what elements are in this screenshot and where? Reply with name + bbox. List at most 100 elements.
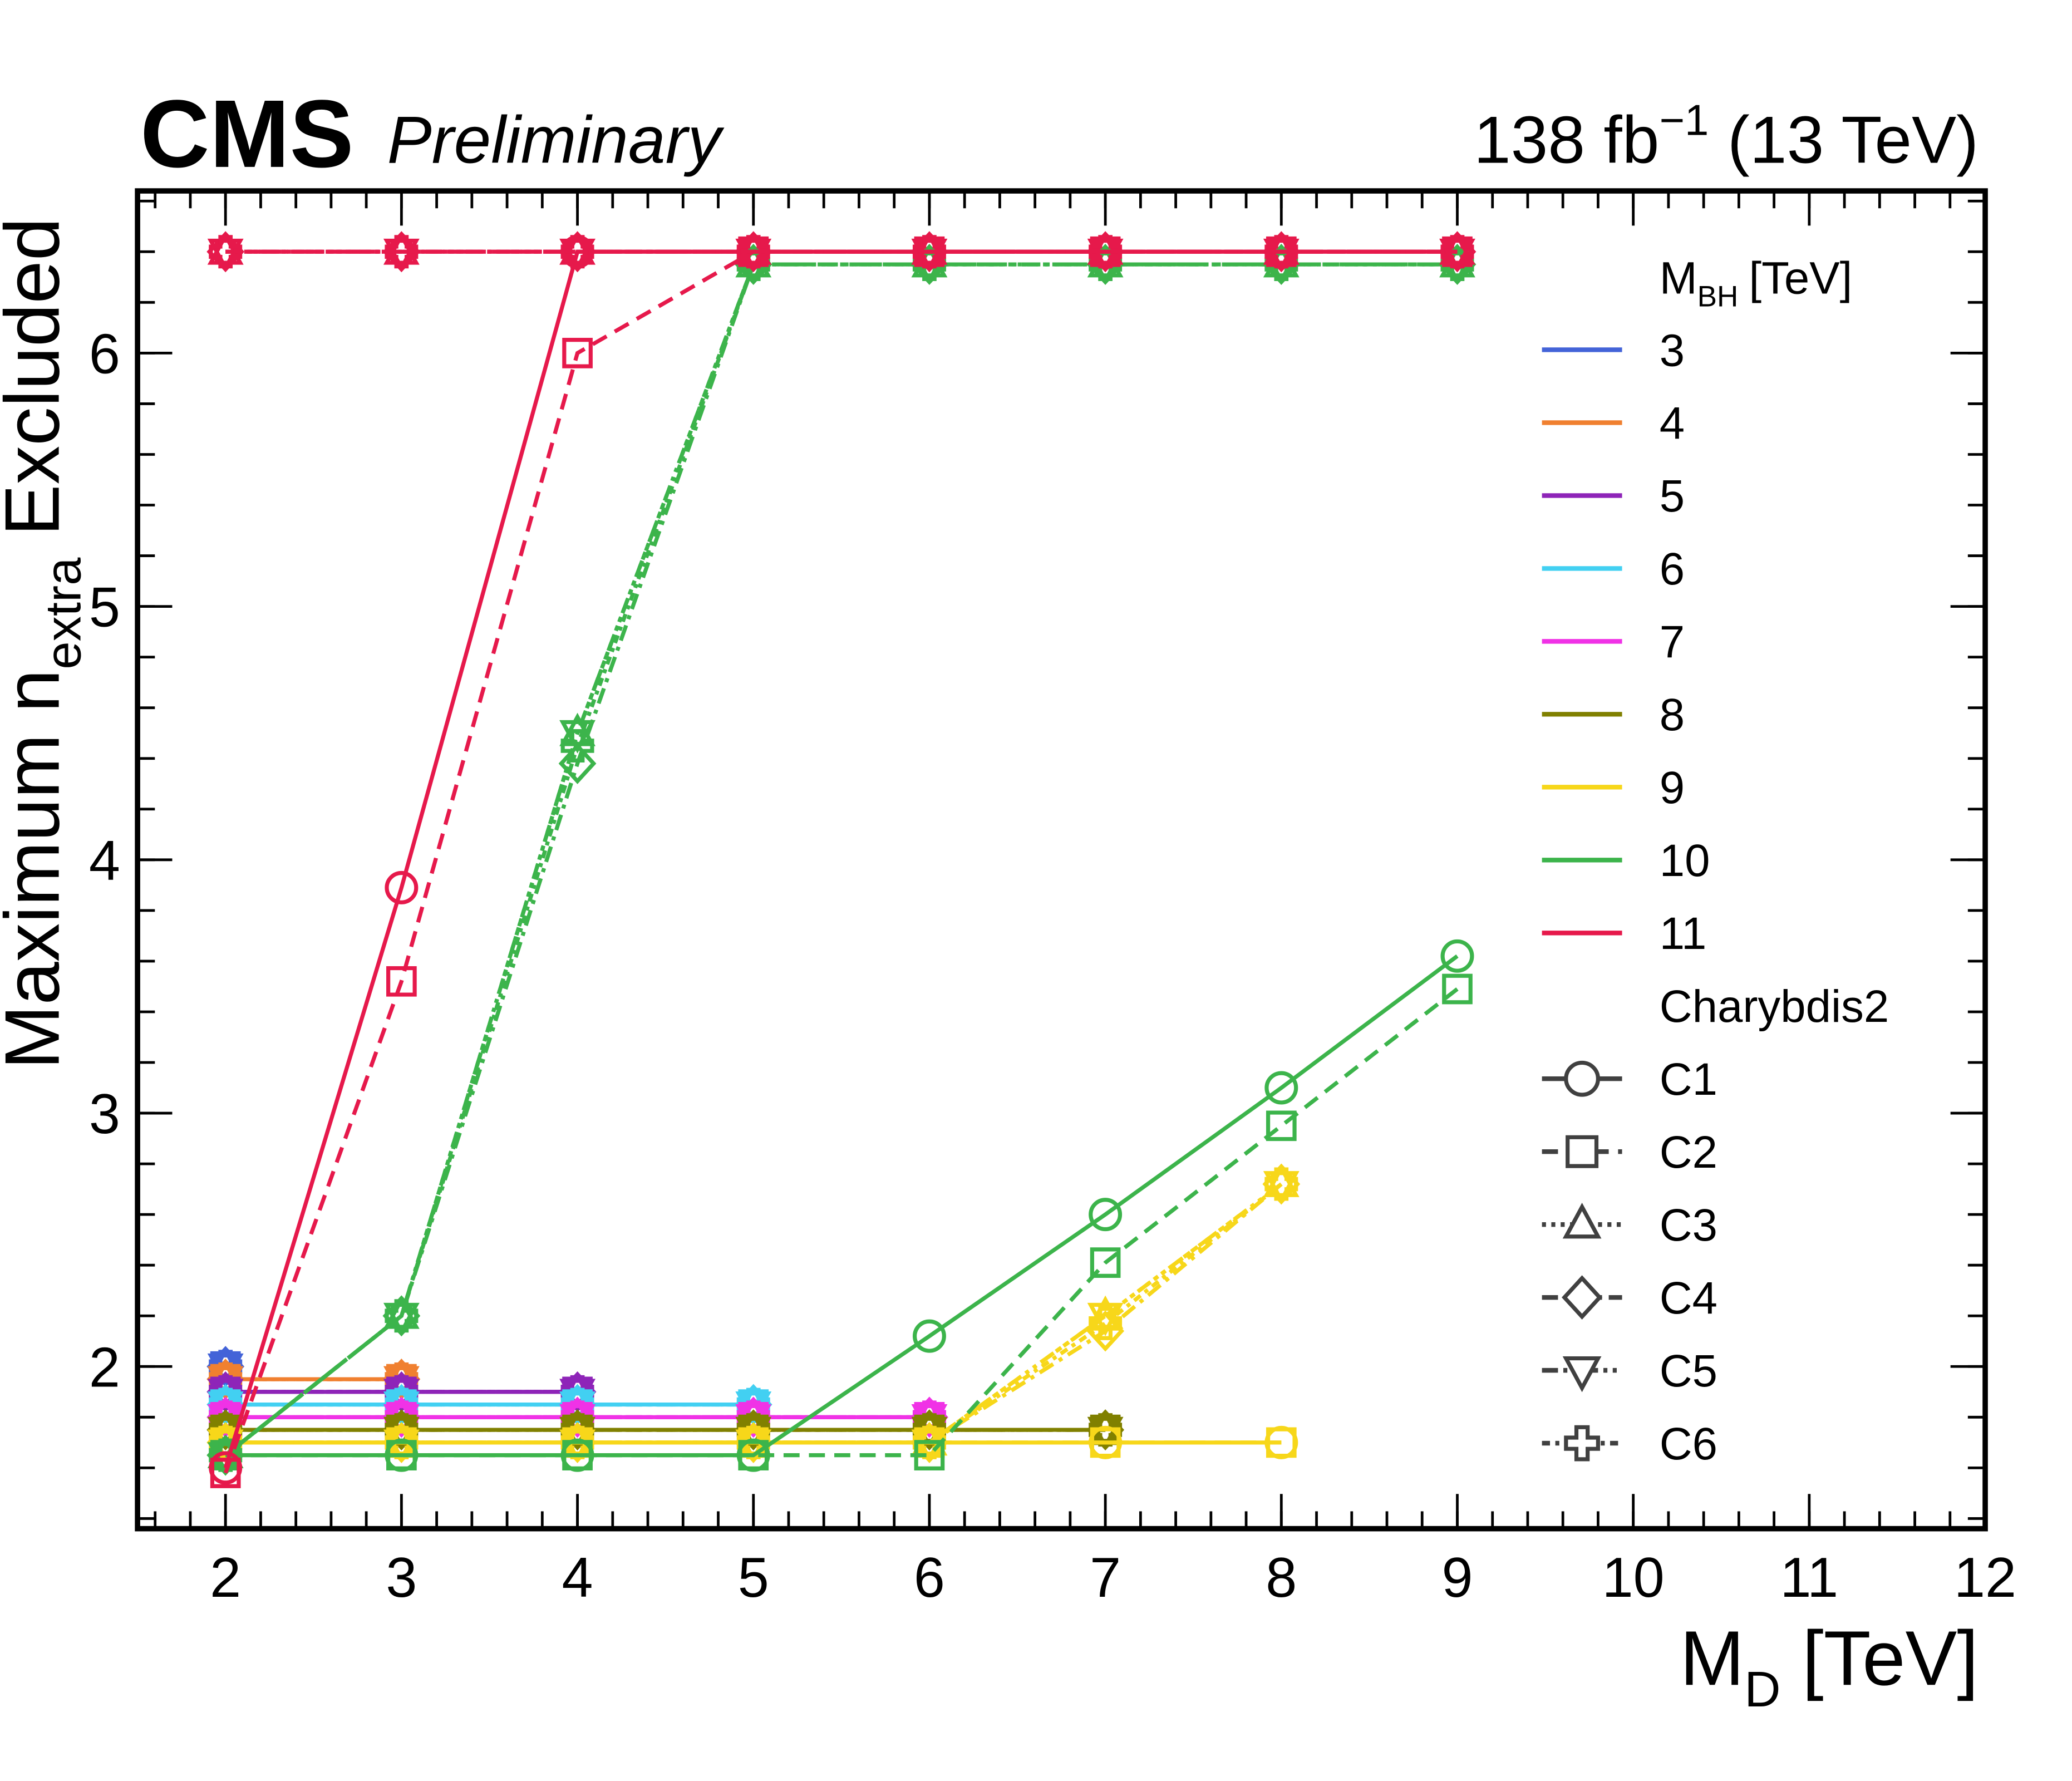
marker: [912, 1425, 946, 1459]
marker: [209, 235, 243, 269]
series-line: [225, 987, 1459, 1458]
x-tick-label: 9: [1441, 1547, 1473, 1609]
marker: [1089, 1306, 1123, 1340]
y-axis-label-part: Maximum n: [0, 670, 76, 1070]
marker: [210, 1458, 241, 1488]
x-axis-label-part: D: [1744, 1661, 1780, 1718]
legend-title: Charybdis2: [1660, 981, 1889, 1032]
marker: [1089, 1198, 1123, 1232]
experiment-label: CMS: [140, 80, 354, 188]
legend-label: C5: [1660, 1346, 1717, 1396]
marker: [1439, 238, 1475, 272]
marker: [559, 720, 595, 754]
marker: [1562, 1356, 1602, 1393]
y-tick-label: 5: [89, 577, 120, 639]
x-tick-label: 5: [738, 1547, 769, 1609]
marker: [383, 231, 420, 265]
marker: [1263, 231, 1300, 265]
x-tick-label: 12: [1954, 1547, 2016, 1609]
marker: [1264, 235, 1298, 269]
y-tick-label: 3: [89, 1083, 120, 1145]
status-label: Preliminary: [387, 103, 725, 178]
marker: [562, 338, 593, 368]
marker: [383, 1302, 420, 1336]
marker: [1564, 1060, 1600, 1097]
legend-title-part: BH: [1697, 281, 1739, 313]
y-tick-label: 4: [89, 830, 120, 892]
marker: [1090, 1247, 1121, 1278]
marker: [385, 1425, 419, 1459]
marker: [385, 870, 419, 904]
x-axis-label-part: M: [1680, 1615, 1744, 1701]
marker: [1566, 1135, 1599, 1168]
legend-label: 10: [1660, 835, 1710, 886]
x-tick-label: 8: [1266, 1547, 1297, 1609]
marker: [383, 238, 420, 272]
x-tick-label: 7: [1090, 1547, 1121, 1609]
marker: [735, 231, 772, 265]
lumi-label: 138 fb−1 (13 TeV): [1474, 95, 1979, 177]
marker: [559, 238, 595, 272]
legend-label: 7: [1660, 617, 1685, 667]
marker: [386, 966, 417, 997]
x-tick-label: 2: [210, 1547, 241, 1609]
marker: [735, 238, 772, 272]
marker: [1089, 235, 1123, 269]
legend-label: 8: [1660, 690, 1685, 740]
marker: [1266, 1110, 1297, 1142]
marker: [383, 1429, 420, 1463]
y-axis-label-part: extra: [36, 557, 92, 670]
marker: [385, 1413, 419, 1447]
y-tick-label: 6: [89, 323, 120, 385]
marker: [1440, 235, 1474, 269]
legend-label: C2: [1660, 1127, 1717, 1178]
marker: [562, 1440, 593, 1470]
marker: [1440, 939, 1474, 973]
lumi-label-part: 138 fb: [1474, 103, 1659, 178]
legend-label: C3: [1660, 1200, 1717, 1251]
marker: [1562, 1202, 1602, 1239]
marker: [736, 1413, 770, 1447]
marker: [1439, 231, 1475, 265]
x-tick-label: 3: [386, 1547, 417, 1609]
legend-label: 5: [1660, 471, 1685, 521]
marker: [912, 235, 946, 269]
marker: [912, 1319, 946, 1353]
marker: [1087, 238, 1124, 272]
x-tick-label: 4: [562, 1547, 593, 1609]
series-line: [224, 262, 1458, 1457]
marker: [736, 235, 770, 269]
plot-frame: [135, 188, 1988, 1532]
y-axis-label: Maximum nextra Excluded: [0, 218, 92, 1070]
marker: [560, 235, 594, 269]
y-axis-label-part: Excluded: [0, 218, 76, 536]
marker: [560, 1413, 594, 1447]
marker: [560, 1425, 594, 1459]
marker: [1264, 1071, 1298, 1105]
marker: [560, 729, 594, 762]
legend-title-part: M: [1660, 253, 1697, 304]
marker: [1087, 1416, 1124, 1450]
marker: [911, 238, 948, 272]
marker: [1087, 1295, 1124, 1329]
marker: [1564, 1425, 1600, 1462]
x-axis-label-part: [TeV]: [1802, 1615, 1979, 1701]
marker: [911, 231, 948, 265]
marker: [207, 238, 244, 272]
legend-label: 6: [1660, 544, 1685, 594]
legend-label: 11: [1660, 908, 1707, 959]
marker: [1263, 1171, 1300, 1205]
legend-title: MBH [TeV]: [1660, 253, 1853, 313]
marker: [738, 1440, 769, 1470]
marker: [1086, 1310, 1125, 1352]
marker: [558, 742, 597, 784]
legend-title-part: [TeV]: [1749, 253, 1853, 304]
marker: [1442, 973, 1473, 1005]
x-tick-label: 11: [1780, 1547, 1839, 1609]
marker: [559, 231, 595, 265]
marker: [1090, 1427, 1121, 1458]
marker: [385, 235, 419, 269]
marker: [207, 231, 244, 265]
